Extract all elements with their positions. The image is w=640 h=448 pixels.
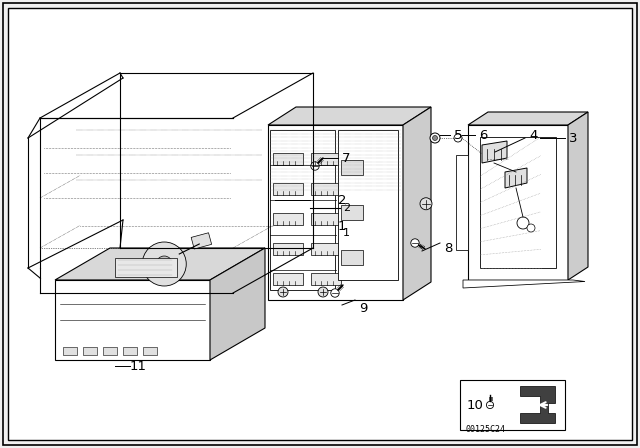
Bar	[143, 347, 157, 355]
Circle shape	[433, 135, 438, 141]
Circle shape	[527, 224, 535, 232]
Bar	[273, 213, 303, 225]
Circle shape	[318, 287, 328, 297]
Bar	[311, 243, 341, 255]
Bar	[341, 250, 363, 265]
Polygon shape	[463, 280, 585, 288]
Circle shape	[331, 289, 339, 297]
Text: 11: 11	[129, 359, 147, 372]
Polygon shape	[468, 112, 588, 125]
Bar	[83, 347, 97, 355]
Bar	[311, 183, 341, 195]
Circle shape	[517, 217, 529, 229]
Polygon shape	[210, 248, 265, 360]
Circle shape	[278, 287, 288, 297]
Bar	[103, 347, 117, 355]
Circle shape	[430, 133, 440, 143]
Circle shape	[156, 256, 172, 272]
Circle shape	[161, 261, 167, 267]
Text: 8: 8	[444, 241, 452, 254]
Text: 2: 2	[338, 194, 346, 207]
Polygon shape	[568, 112, 588, 280]
Polygon shape	[55, 248, 265, 280]
Polygon shape	[482, 141, 507, 163]
Polygon shape	[55, 280, 210, 360]
Text: 00125C24: 00125C24	[465, 425, 505, 434]
Text: 4: 4	[530, 129, 538, 142]
Circle shape	[486, 401, 493, 409]
Polygon shape	[403, 107, 431, 300]
Polygon shape	[468, 125, 568, 280]
Bar	[191, 233, 212, 249]
Bar	[270, 130, 335, 290]
Bar	[123, 347, 137, 355]
Polygon shape	[456, 155, 468, 250]
Text: 10: 10	[467, 399, 483, 412]
Bar	[460, 380, 565, 430]
Bar	[311, 273, 341, 285]
Polygon shape	[268, 107, 431, 125]
Polygon shape	[505, 168, 527, 188]
Circle shape	[411, 239, 419, 247]
Bar	[311, 213, 341, 225]
Text: 1: 1	[343, 228, 350, 238]
Bar	[273, 183, 303, 195]
Bar	[308, 152, 312, 159]
Text: 3: 3	[569, 132, 577, 145]
Text: 7: 7	[342, 151, 350, 164]
Bar	[480, 137, 556, 268]
Bar	[341, 160, 363, 175]
Bar	[341, 205, 363, 220]
Bar	[273, 273, 303, 285]
Bar	[273, 243, 303, 255]
Polygon shape	[268, 125, 403, 300]
Polygon shape	[520, 386, 555, 423]
Bar	[338, 130, 397, 280]
Text: 6: 6	[479, 129, 487, 142]
Circle shape	[306, 159, 314, 167]
Circle shape	[311, 162, 319, 170]
Text: 2: 2	[343, 203, 350, 213]
Text: 1: 1	[338, 220, 346, 233]
Text: 9: 9	[359, 302, 367, 314]
Circle shape	[454, 134, 462, 142]
Circle shape	[142, 242, 186, 286]
Text: 5: 5	[454, 129, 462, 142]
Bar	[63, 347, 77, 355]
Bar	[273, 153, 303, 165]
Bar	[115, 258, 177, 277]
Bar	[311, 153, 341, 165]
Circle shape	[420, 198, 432, 210]
